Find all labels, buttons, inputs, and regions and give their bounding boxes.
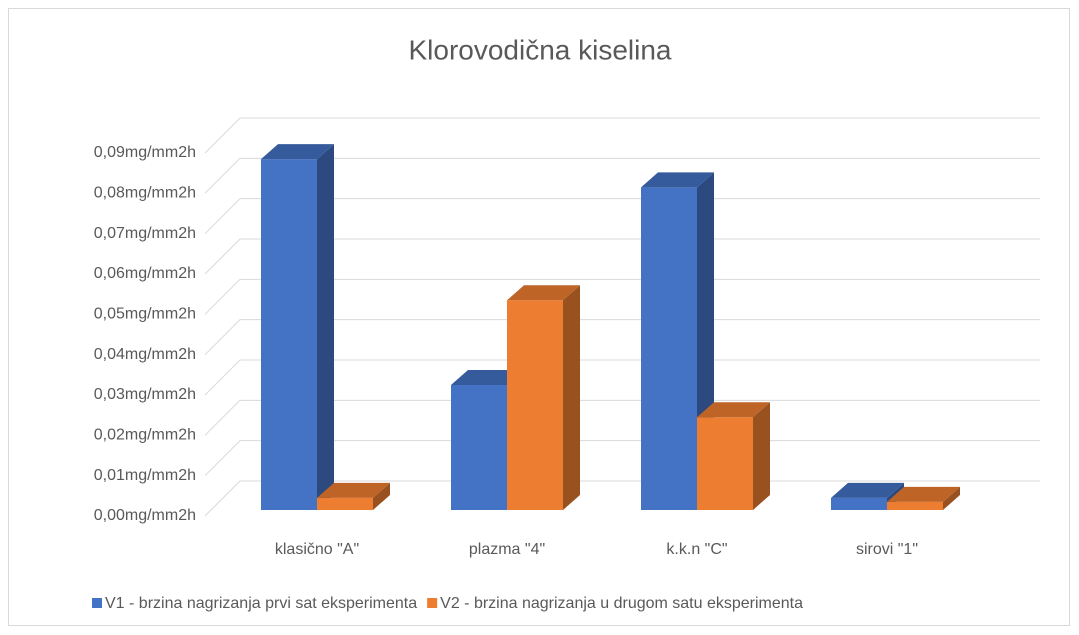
bar-top <box>317 482 390 498</box>
grid-line <box>204 198 1040 235</box>
legend-swatch <box>427 598 438 608</box>
y-tick-label: 0,09mg/mm2h <box>94 144 196 161</box>
bar-side <box>317 144 334 510</box>
y-tick-label: 0,01mg/mm2h <box>94 467 196 484</box>
bar-side <box>943 486 960 510</box>
y-tick-label: 0,04mg/mm2h <box>94 346 196 363</box>
bar-top <box>261 144 334 160</box>
legend-label: V2 - brzina nagrizanja u drugom satu eks… <box>440 595 803 612</box>
bar-front <box>451 384 507 510</box>
x-tick-label: sirovi "1" <box>856 541 918 558</box>
grid-line <box>204 278 1040 315</box>
grid-line <box>204 399 1040 436</box>
bar <box>261 144 334 510</box>
y-tick-label: 0,06mg/mm2h <box>94 265 196 282</box>
grid-line <box>204 359 1040 396</box>
x-tick-label: plazma "4" <box>469 541 545 558</box>
bar-top <box>507 285 580 301</box>
y-tick-label: 0,08mg/mm2h <box>94 185 196 202</box>
bar-top <box>887 486 960 502</box>
x-tick-label: k.k.n "C" <box>666 541 727 558</box>
bar-side <box>563 285 580 510</box>
grid-line <box>204 480 1040 517</box>
bar <box>507 285 580 510</box>
bar-front <box>317 497 373 510</box>
bar-front <box>697 417 753 510</box>
y-tick-label: 0,03mg/mm2h <box>94 386 196 403</box>
x-tick-label: klasično "A" <box>275 541 359 558</box>
bar <box>887 486 960 510</box>
y-tick-label: 0,02mg/mm2h <box>94 427 196 444</box>
y-tick-label: 0,00mg/mm2h <box>94 507 196 524</box>
legend-swatch <box>92 598 102 608</box>
bar-side <box>373 482 390 510</box>
y-tick-label: 0,07mg/mm2h <box>94 225 196 242</box>
bar-front <box>261 159 317 510</box>
bar-front <box>507 300 563 510</box>
bar-top <box>831 482 904 498</box>
chart-title: Klorovodična kiselina <box>408 34 671 65</box>
bar-side <box>753 402 770 510</box>
legend-label: V1 - brzina nagrizanja prvi sat eksperim… <box>105 595 417 612</box>
bar-front <box>641 187 697 511</box>
grid-line <box>204 117 1040 154</box>
bar-top <box>641 172 714 188</box>
bar <box>317 482 390 510</box>
grid-line <box>204 157 1040 194</box>
bar-front <box>831 497 887 510</box>
grid-line <box>204 238 1040 275</box>
y-tick-label: 0,05mg/mm2h <box>94 306 196 323</box>
grid-line <box>204 440 1040 477</box>
grid-line <box>204 319 1040 356</box>
bar <box>697 402 770 510</box>
bar-top <box>697 402 770 418</box>
bar-top <box>451 369 524 385</box>
bar-front <box>887 501 943 510</box>
